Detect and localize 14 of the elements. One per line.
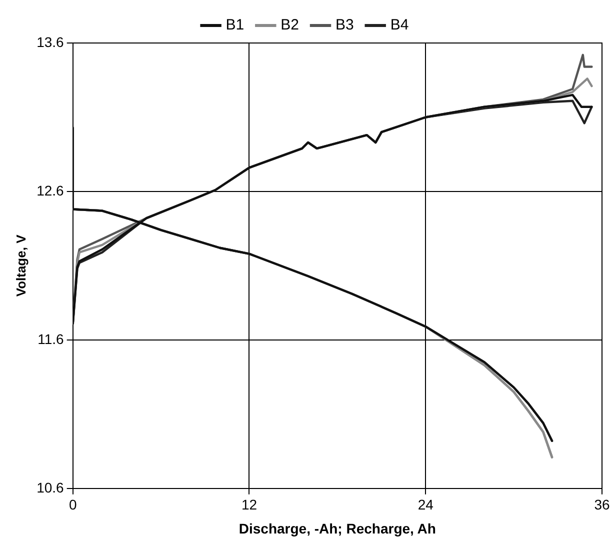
y-tick-label: 13.6 <box>36 34 64 50</box>
legend-label: B3 <box>336 16 354 34</box>
y-tick-label: 11.6 <box>38 330 64 347</box>
legend-label: B2 <box>280 16 300 34</box>
legend-label: B1 <box>226 16 244 34</box>
legend-label: B4 <box>390 16 409 34</box>
x-axis-title: Discharge, -Ah; Recharge, Ah <box>238 520 436 536</box>
x-tick-label: 36 <box>594 496 610 513</box>
x-tick-label: 24 <box>418 496 434 513</box>
y-tick-label: 12.6 <box>36 182 64 198</box>
x-tick-label: 0 <box>68 496 77 513</box>
y-axis-title: Voltage, V <box>13 234 28 297</box>
x-tick-label: 12 <box>241 496 258 513</box>
y-tick-label: 10.6 <box>36 479 64 496</box>
